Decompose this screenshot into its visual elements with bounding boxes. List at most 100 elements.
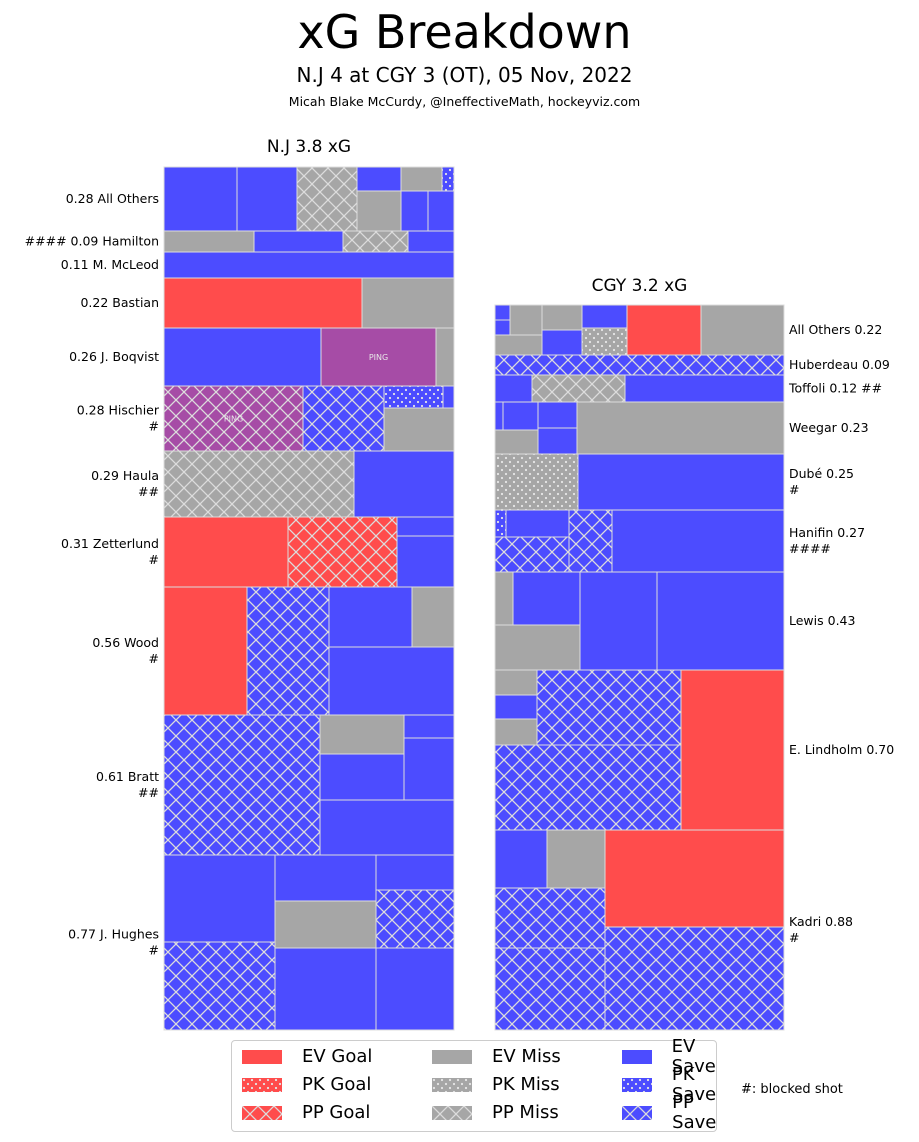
shot-tile-ev-post	[320, 327, 437, 387]
shot-tile-ev-goal	[163, 516, 289, 588]
shot-tile-ev-save	[502, 401, 539, 431]
legend-label: EV Save	[671, 1036, 716, 1077]
shot-tile-ev-save	[163, 251, 455, 279]
player-label: 0.61 Bratt	[96, 769, 159, 784]
player-label: 0.31 Zetterlund	[61, 536, 159, 551]
shot-tile-ev-save	[403, 737, 455, 801]
player-label: 0.11 M. McLeod	[61, 257, 159, 272]
legend-swatch-pp-miss	[432, 1106, 472, 1120]
player-label: #### 0.09 Hamilton	[25, 234, 159, 249]
shot-tile-ev-save	[253, 230, 344, 253]
shot-hatch-pp	[342, 230, 409, 253]
shot-tile-ev-goal	[604, 829, 785, 928]
blocked-shot-marker: ##	[138, 484, 159, 499]
legend-label: PK Goal	[302, 1074, 372, 1095]
post-hit-label: PING	[369, 353, 388, 362]
shot-tile-ev-save	[427, 190, 455, 232]
legend-item: PK Miss	[432, 1073, 560, 1097]
legend-label: EV Miss	[492, 1046, 561, 1067]
cgy-treemap: All Others 0.22 Huberdeau 0.09 Toffoli 0.1…	[494, 304, 894, 1031]
player-label: Dubé 0.25	[789, 466, 854, 481]
shot-hatch-pp	[296, 166, 358, 232]
game-subtitle: N.J 4 at CGY 3 (OT), 05 Nov, 2022	[296, 63, 633, 87]
shot-tile-ev-save	[494, 401, 504, 431]
shot-tile-ev-save	[624, 374, 785, 403]
shot-tile-ev-miss	[356, 190, 402, 232]
player-row: PING 0.26 J. Boqvist	[69, 327, 455, 387]
blocked-shot-marker: #	[149, 552, 159, 567]
player-row: Hanifin 0.27####	[494, 509, 865, 573]
legend-item: EV Miss	[432, 1045, 561, 1069]
shot-tile-ev-miss	[546, 829, 606, 889]
shot-tile-ev-goal	[680, 669, 785, 831]
shot-tile-ev-save	[319, 799, 455, 856]
shot-hatch-pp	[375, 889, 455, 949]
legend-item: EV Goal	[242, 1045, 372, 1069]
player-label: Hanifin 0.27	[789, 525, 865, 540]
player-label: E. Lindholm 0.70	[789, 742, 894, 757]
nj-treemap: 0.28 All Others #### 0.09 Hamilton 0.11 M.…	[25, 166, 455, 1031]
player-label: 0.22 Bastian	[80, 295, 159, 310]
shot-tile-ev-goal	[163, 586, 248, 716]
shot-hatch-pp	[494, 744, 682, 831]
legend-item: PK Goal	[242, 1073, 371, 1097]
post-hit-label: PING	[224, 415, 243, 424]
legend-swatch-ev-miss	[432, 1050, 472, 1064]
shot-tile-ev-save	[494, 304, 511, 321]
shot-tile-ev-save	[494, 374, 533, 403]
legend-swatch-pk-save	[622, 1078, 652, 1092]
player-label: Toffoli 0.12 ##	[788, 381, 882, 396]
blocked-shot-marker: #	[149, 419, 159, 434]
shot-tile-ev-save	[537, 401, 578, 429]
shot-tile-ev-goal	[163, 277, 363, 329]
player-row: Lewis 0.43	[494, 571, 855, 671]
shot-hatch-pp	[494, 887, 606, 949]
player-label: 0.56 Wood	[92, 635, 159, 650]
shot-hatch-pk	[494, 453, 579, 511]
blocked-shot-marker: ##	[138, 785, 159, 800]
shot-tile-ev-save	[579, 571, 658, 671]
shot-tile-ev-miss	[435, 327, 455, 387]
shot-tile-ev-miss	[509, 304, 543, 336]
player-row: Toffoli 0.12 ##	[494, 374, 882, 403]
shot-tile-ev-miss	[494, 624, 581, 671]
shot-tile-ev-save	[512, 571, 581, 626]
shot-tile-ev-miss	[494, 718, 538, 746]
legend-item: PP Save	[622, 1093, 726, 1133]
legend-swatch-pp-goal	[242, 1106, 282, 1120]
shot-tile-ev-miss	[274, 900, 377, 949]
legend: EV Goal PK Goal PP Goal EV Miss PK Miss PP Mi…	[231, 1037, 717, 1133]
player-label: 0.77 J. Hughes	[68, 927, 159, 942]
legend-swatch-pk-miss	[432, 1078, 472, 1092]
player-row: 0.28 All Others	[66, 166, 455, 232]
shot-hatch-pp	[536, 669, 682, 746]
player-label: Huberdeau 0.09	[789, 357, 890, 372]
shot-tile-ev-miss	[494, 571, 514, 626]
shot-hatch-pk	[441, 166, 455, 192]
legend-label: PP Save	[672, 1092, 717, 1133]
player-label: 0.29 Haula	[91, 468, 159, 483]
cgy-panel-title: CGY 3.2 xG	[591, 276, 688, 296]
player-label: 0.28 All Others	[66, 191, 159, 206]
player-label: 0.28 Hischier	[77, 403, 160, 418]
shot-hatch-pp	[163, 450, 355, 518]
shot-hatch-pp	[531, 374, 626, 403]
legend-swatch-ev-save	[622, 1050, 652, 1064]
blocked-shot-marker: #	[149, 651, 159, 666]
shot-tile-ev-goal	[626, 304, 702, 356]
shot-tile-ev-save	[494, 829, 548, 889]
shot-tile-ev-save	[577, 453, 785, 511]
shot-tile-ev-miss	[700, 304, 785, 356]
legend-label: PK Save	[671, 1064, 717, 1105]
shot-hatch-pp	[163, 714, 321, 856]
player-label: All Others 0.22	[789, 322, 882, 337]
player-row: 0.11 M. McLeod	[61, 251, 455, 279]
shot-tile-ev-save	[356, 166, 402, 192]
shot-tile-ev-save	[396, 516, 455, 537]
blocked-shot-marker: #	[789, 930, 799, 945]
shot-tile-ev-miss	[319, 714, 405, 755]
shot-tile-ev-save	[537, 427, 578, 455]
player-row: PING 0.28 Hischier#	[77, 385, 455, 452]
blocked-shot-marker: #	[789, 482, 799, 497]
shot-tile-ev-save	[611, 509, 785, 573]
